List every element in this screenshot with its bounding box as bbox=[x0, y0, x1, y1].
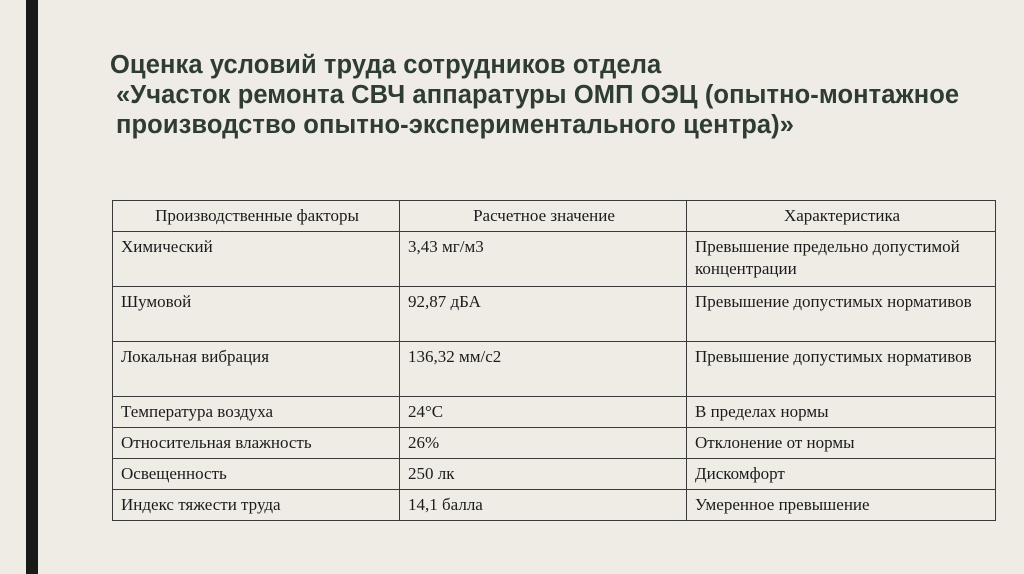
cell-factor: Индекс тяжести труда bbox=[112, 489, 400, 521]
cell-factor: Локальная вибрация bbox=[112, 341, 400, 397]
title-line-1: Оценка условий труда сотрудников отдела bbox=[110, 51, 662, 79]
column-header-characteristic: Характеристика bbox=[686, 200, 996, 232]
cell-characteristic: В пределах нормы bbox=[686, 396, 996, 428]
cell-characteristic: Отклонение от нормы bbox=[686, 427, 996, 459]
cell-factor: Освещенность bbox=[112, 458, 400, 490]
table-row: Освещенность 250 лк Дискомфорт bbox=[112, 458, 996, 490]
table-row: Относительная влажность 26% Отклонение о… bbox=[112, 427, 996, 459]
cell-characteristic: Превышение допустимых нормативов bbox=[686, 286, 996, 342]
table-row: Локальная вибрация 136,32 мм/с2 Превышен… bbox=[112, 341, 996, 397]
title-line-2: «Участок ремонта СВЧ аппаратуры ОМП ОЭЦ … bbox=[116, 81, 960, 139]
cell-characteristic: Дискомфорт bbox=[686, 458, 996, 490]
table-row: Химический 3,43 мг/м3 Превышение предель… bbox=[112, 231, 996, 287]
cell-factor: Шумовой bbox=[112, 286, 400, 342]
cell-value: 26% bbox=[399, 427, 687, 459]
cell-characteristic: Превышение предельно допустимой концентр… bbox=[686, 231, 996, 287]
table-row: Температура воздуха 24°C В пределах норм… bbox=[112, 396, 996, 428]
cell-factor: Относительная влажность bbox=[112, 427, 400, 459]
factors-table-wrapper: Производственные факторы Расчетное значе… bbox=[112, 200, 996, 521]
cell-value: 136,32 мм/с2 bbox=[399, 341, 687, 397]
column-header-value: Расчетное значение bbox=[399, 200, 687, 232]
cell-factor: Температура воздуха bbox=[112, 396, 400, 428]
table-head: Производственные факторы Расчетное значе… bbox=[112, 200, 996, 232]
cell-factor: Химический bbox=[112, 231, 400, 287]
cell-value: 3,43 мг/м3 bbox=[399, 231, 687, 287]
factors-table: Производственные факторы Расчетное значе… bbox=[112, 200, 996, 521]
cell-characteristic: Превышение допустимых нормативов bbox=[686, 341, 996, 397]
cell-characteristic: Умеренное превышение bbox=[686, 489, 996, 521]
slide-content: Оценка условий труда сотрудников отдела … bbox=[110, 0, 996, 574]
cell-value: 14,1 балла bbox=[399, 489, 687, 521]
cell-value: 250 лк bbox=[399, 458, 687, 490]
table-body: Химический 3,43 мг/м3 Превышение предель… bbox=[112, 231, 996, 521]
accent-bar bbox=[26, 0, 38, 574]
cell-value: 24°C bbox=[399, 396, 687, 428]
column-header-factor: Производственные факторы bbox=[112, 200, 400, 232]
table-header-row: Производственные факторы Расчетное значе… bbox=[112, 200, 996, 232]
table-row: Шумовой 92,87 дБА Превышение допустимых … bbox=[112, 286, 996, 342]
decorative-left-margin bbox=[0, 0, 44, 574]
page-title: Оценка условий труда сотрудников отдела … bbox=[110, 0, 970, 140]
cell-value: 92,87 дБА bbox=[399, 286, 687, 342]
table-row: Индекс тяжести труда 14,1 балла Умеренно… bbox=[112, 489, 996, 521]
